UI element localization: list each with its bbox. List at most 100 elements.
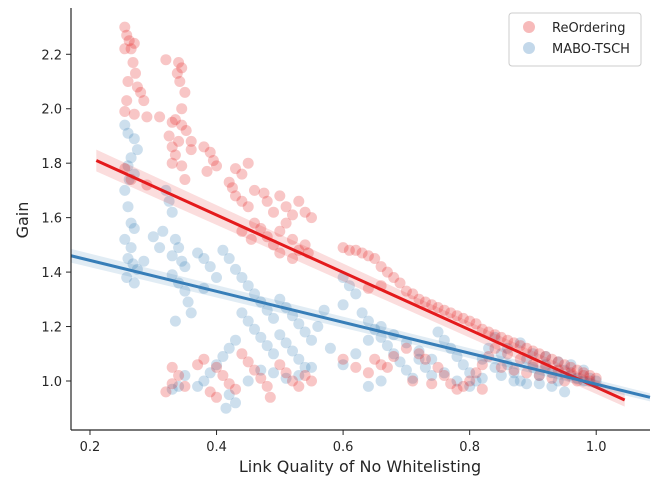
point-reordering-81 [362,250,374,262]
point-reordering-21 [179,86,191,98]
point-reordering-4 [119,43,131,55]
point-mabo-tsch-28 [179,261,191,273]
point-reordering-119 [590,372,602,384]
point-reordering-120 [502,348,514,360]
point-reordering-117 [578,367,590,379]
point-reordering-12 [138,95,150,107]
point-mabo-tsch-23 [157,225,169,237]
point-reordering-163 [204,386,216,398]
point-mabo-tsch-0 [119,119,131,131]
point-mabo-tsch-32 [182,296,194,308]
point-reordering-114 [559,359,571,371]
point-reordering-153 [173,370,185,381]
point-mabo-tsch-72 [192,380,204,392]
point-reordering-172 [280,367,292,379]
point-reordering-143 [432,361,444,373]
point-reordering-74 [245,233,257,245]
point-reordering-170 [264,391,276,403]
point-mabo-tsch-53 [299,326,311,338]
point-reordering-157 [192,359,204,371]
point-reordering-39 [207,155,219,166]
point-reordering-25 [166,116,178,128]
point-mabo-tsch-29 [166,269,178,281]
point-reordering-6 [127,57,139,68]
point-mabo-tsch-159 [154,242,166,254]
point-mabo-tsch-138 [565,359,577,371]
point-reordering-180 [426,378,438,390]
point-mabo-tsch-42 [230,263,241,275]
point-reordering-47 [242,157,254,169]
point-reordering-96 [445,307,457,319]
point-reordering-0 [119,21,131,33]
legend-label-reordering: ReOrdering [552,21,626,36]
point-mabo-tsch-79 [242,375,254,387]
x-tick-label: 0.2 [80,440,101,455]
point-mabo-tsch-27 [176,255,188,267]
point-reordering-14 [141,111,153,123]
legend-marker-mabo-tsch [523,42,535,54]
point-mabo-tsch-106 [464,367,476,379]
point-reordering-115 [565,361,577,373]
point-reordering-95 [438,304,450,316]
point-reordering-162 [230,383,241,395]
point-mabo-tsch-80 [255,364,267,376]
x-axis-title: Link Quality of No Whitelisting [239,457,481,476]
point-reordering-103 [489,329,501,341]
point-mabo-tsch-59 [261,340,273,352]
point-mabo-tsch-127 [495,370,507,381]
point-mabo-tsch-89 [356,307,368,319]
point-mabo-tsch-140 [489,361,501,373]
point-mabo-tsch-152 [337,359,349,371]
point-reordering-75 [274,247,286,259]
point-reordering-135 [489,342,501,354]
point-mabo-tsch-76 [223,389,235,401]
point-reordering-155 [160,386,172,398]
point-reordering-104 [495,331,507,343]
point-reordering-171 [274,359,286,371]
point-mabo-tsch-35 [192,247,204,259]
regression-line-reordering [95,159,626,402]
point-mabo-tsch-92 [375,331,387,343]
point-mabo-tsch-149 [375,321,387,332]
regression-layer [70,149,651,407]
point-mabo-tsch-36 [198,253,210,264]
point-reordering-165 [236,348,248,360]
point-mabo-tsch-158 [147,231,159,243]
point-mabo-tsch-2 [128,133,140,145]
point-mabo-tsch-4 [125,152,137,164]
point-mabo-tsch-73 [179,370,191,381]
point-mabo-tsch-15 [127,258,139,270]
point-reordering-147 [388,351,400,362]
point-reordering-56 [268,206,279,218]
point-mabo-tsch-117 [533,370,545,381]
point-mabo-tsch-71 [198,375,210,387]
point-reordering-26 [176,119,188,131]
point-mabo-tsch-60 [268,348,279,360]
point-reordering-34 [166,157,178,169]
point-mabo-tsch-3 [131,144,143,156]
point-reordering-36 [179,174,191,185]
point-reordering-169 [261,380,273,392]
point-mabo-tsch-41 [223,253,235,264]
point-reordering-178 [381,361,393,373]
point-reordering-142 [438,370,450,381]
point-mabo-tsch-12 [119,233,131,245]
point-mabo-tsch-70 [204,367,216,379]
point-mabo-tsch-31 [179,285,191,297]
point-reordering-112 [546,353,558,365]
point-reordering-18 [176,62,188,74]
point-mabo-tsch-150 [362,334,374,346]
point-reordering-168 [255,372,267,384]
point-reordering-85 [388,272,400,283]
point-reordering-167 [249,364,260,376]
y-tick-label: 2.2 [41,48,62,63]
point-reordering-37 [198,141,210,153]
point-reordering-129 [521,367,533,379]
regression-line-mabo-tsch [70,254,651,399]
point-mabo-tsch-13 [125,242,137,254]
point-mabo-tsch-142 [464,380,476,392]
point-mabo-tsch-11 [128,223,140,234]
point-mabo-tsch-44 [242,280,254,292]
point-mabo-tsch-86 [343,280,355,292]
point-reordering-144 [419,353,431,365]
